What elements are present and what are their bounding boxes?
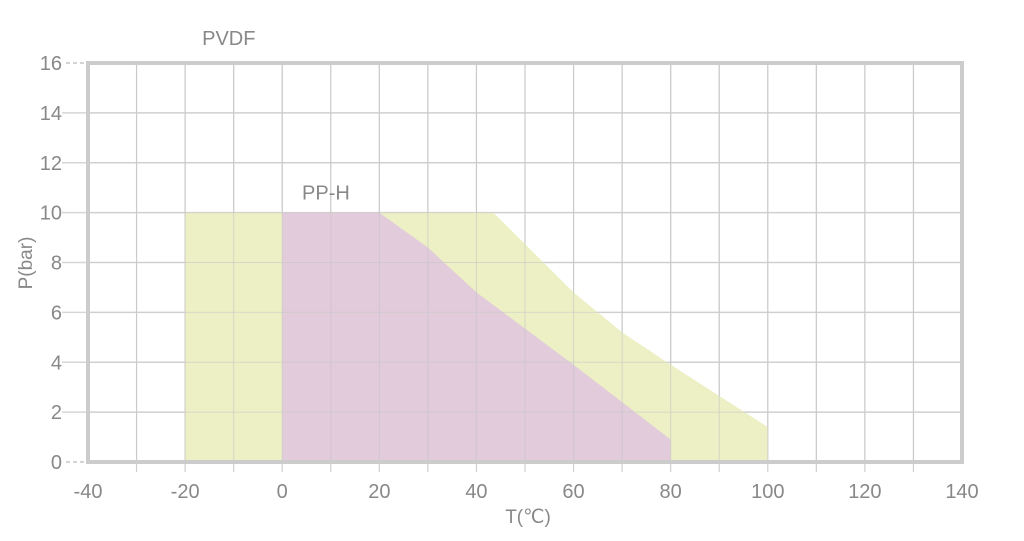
annotations: PVDF PP-H (202, 28, 350, 205)
y-tick-label: 8 (51, 253, 62, 275)
axes (66, 61, 964, 464)
x-axis-label: T(℃) (505, 507, 551, 528)
x-tick-label: 60 (562, 481, 584, 503)
y-tick-label: 10 (40, 203, 62, 225)
annotation-pp-h: PP-H (302, 183, 350, 205)
x-tick-label: 120 (848, 481, 881, 503)
x-tick-label: 0 (277, 481, 288, 503)
y-tick-label: 4 (51, 352, 62, 374)
y-axis-label: P(bar) (16, 237, 37, 290)
x-tick-label: 140 (945, 481, 978, 503)
x-tick-label: -40 (74, 481, 103, 503)
y-tick-label: 16 (40, 53, 62, 75)
y-tick-label: 14 (40, 103, 62, 125)
tick-labels: 0 2 4 6 8 10 12 14 16 -40 -20 0 20 40 60 80 100 120 140 (40, 53, 979, 503)
grid-overlay (88, 63, 962, 462)
y-tick-label: 2 (51, 402, 62, 424)
y-tick-label: 0 (51, 452, 62, 474)
x-tick-label: 20 (368, 481, 390, 503)
x-tick-label: 40 (465, 481, 487, 503)
y-tick-label: 6 (51, 302, 62, 324)
y-tick-label: 12 (40, 153, 62, 175)
x-tick-label: -20 (171, 481, 200, 503)
x-tick-label: 100 (751, 481, 784, 503)
annotation-pvdf: PVDF (202, 28, 255, 50)
x-tick-label: 80 (660, 481, 682, 503)
